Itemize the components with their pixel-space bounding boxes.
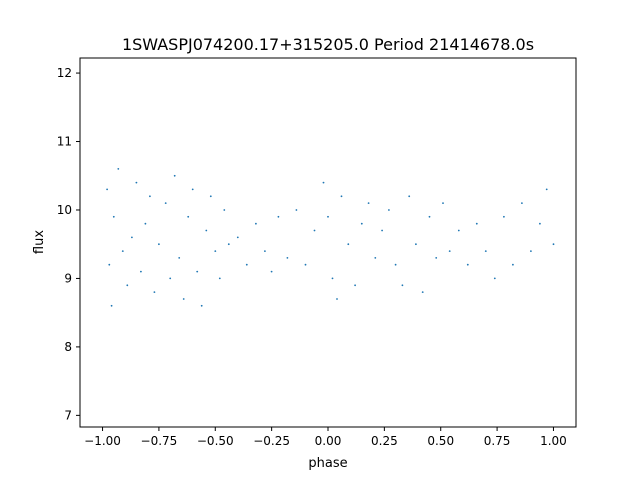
data-point <box>149 195 151 198</box>
data-point <box>512 263 514 266</box>
data-point <box>178 257 181 259</box>
x-tick-label: −0.50 <box>197 434 234 448</box>
data-point <box>493 277 496 280</box>
data-point <box>331 277 334 280</box>
data-point <box>313 229 316 232</box>
data-point <box>135 181 138 184</box>
y-tick-label: 12 <box>57 66 72 80</box>
data-point <box>415 243 417 246</box>
data-point <box>286 257 289 259</box>
data-point <box>158 243 160 246</box>
x-tick-label: −0.25 <box>253 434 290 448</box>
data-point <box>388 209 390 211</box>
data-point <box>367 202 370 205</box>
data-point <box>205 229 208 232</box>
data-point <box>442 202 444 205</box>
y-tick-label: 7 <box>64 408 72 422</box>
data-point <box>144 222 147 225</box>
data-point <box>327 215 329 218</box>
data-point <box>214 250 217 253</box>
data-point <box>484 250 487 253</box>
data-point <box>503 215 505 218</box>
data-point <box>218 277 221 280</box>
data-point <box>191 188 194 191</box>
y-tick-label: 8 <box>64 340 72 354</box>
x-axis-label: phase <box>308 456 347 471</box>
data-point <box>374 257 377 259</box>
data-point <box>140 270 142 273</box>
x-tick-label: −0.75 <box>141 434 178 448</box>
data-point <box>552 243 555 246</box>
data-point <box>354 284 356 287</box>
data-point <box>340 195 343 198</box>
plot-frame <box>79 57 577 428</box>
data-point <box>421 291 424 293</box>
data-point <box>336 298 338 300</box>
data-point <box>381 229 383 232</box>
data-point <box>347 243 350 246</box>
y-tick-label: 11 <box>57 135 72 149</box>
data-point <box>475 222 478 225</box>
data-point <box>112 215 115 218</box>
data-point <box>131 236 133 239</box>
data-point <box>196 270 199 273</box>
data-point <box>108 263 111 266</box>
data-point <box>223 209 226 211</box>
data-point <box>322 181 325 184</box>
data-point <box>428 215 431 218</box>
x-tick-label: 0.25 <box>371 434 398 448</box>
x-axis-ticks: −1.00 −0.75 −0.50 −0.25 0.00 0.25 0.50 0.75 1.00 <box>84 427 567 448</box>
data-point <box>227 243 230 246</box>
data-point <box>394 263 397 266</box>
data-point <box>121 250 124 253</box>
data-point <box>173 174 176 177</box>
data-point <box>255 222 257 225</box>
y-axis-label: flux <box>32 230 47 254</box>
data-point <box>126 284 129 287</box>
data-point <box>187 215 190 218</box>
data-point <box>539 222 541 225</box>
data-point <box>448 250 451 253</box>
y-tick-label: 9 <box>64 271 72 285</box>
data-point <box>304 263 307 266</box>
data-point <box>209 195 212 198</box>
data-point <box>295 209 298 211</box>
data-point <box>270 270 273 273</box>
data-point <box>530 250 532 253</box>
data-point <box>435 257 438 259</box>
y-axis-ticks: 7 8 9 10 11 12 <box>57 66 80 422</box>
scatter-points <box>106 168 555 307</box>
data-point <box>182 298 185 300</box>
data-point <box>360 222 363 225</box>
x-tick-label: 1.00 <box>540 434 567 448</box>
data-point <box>466 263 469 266</box>
data-point <box>164 202 167 205</box>
x-tick-label: 0.50 <box>427 434 454 448</box>
data-point <box>457 229 460 232</box>
data-point <box>153 291 156 293</box>
x-tick-label: 0.75 <box>484 434 511 448</box>
data-point <box>264 250 266 253</box>
x-tick-label: −1.00 <box>84 434 121 448</box>
data-point <box>117 168 120 170</box>
data-point <box>236 236 239 239</box>
data-point <box>545 188 548 191</box>
y-tick-label: 10 <box>57 203 72 217</box>
data-point <box>401 284 404 287</box>
data-point <box>200 304 203 307</box>
data-point <box>169 277 172 280</box>
data-point <box>110 304 113 307</box>
data-point <box>106 188 108 191</box>
chart-title: 1SWASPJ074200.17+315205.0 Period 2141467… <box>122 35 534 54</box>
data-point <box>408 195 411 198</box>
x-tick-label: 0.00 <box>315 434 342 448</box>
data-point <box>521 202 523 205</box>
data-point <box>277 215 280 218</box>
data-point <box>245 263 248 266</box>
